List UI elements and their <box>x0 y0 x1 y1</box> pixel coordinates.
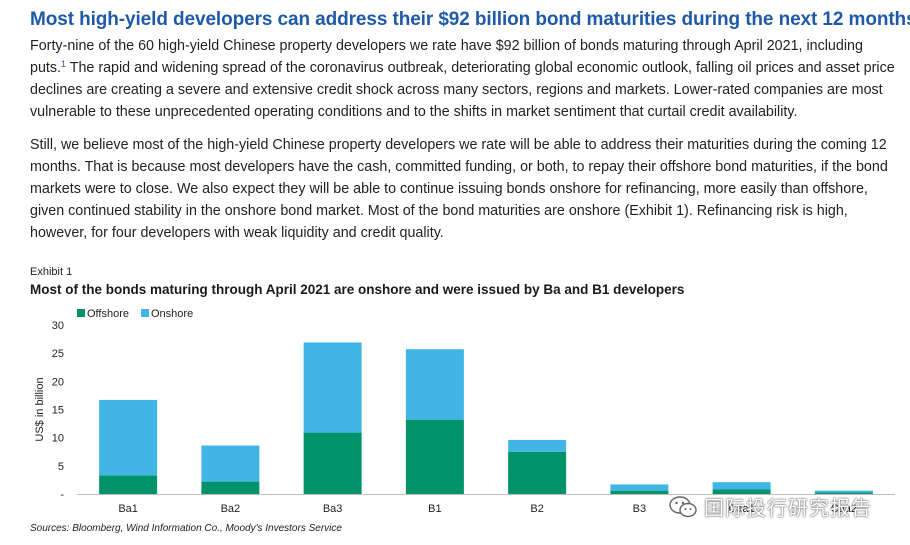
y-tick-label: 30 <box>52 320 64 332</box>
bar-onshore-b2 <box>508 439 567 452</box>
page-headline: Most high-yield developers can address t… <box>30 9 910 30</box>
x-tick-label: Ba1 <box>118 503 138 515</box>
bar-onshore-ba2 <box>201 445 260 482</box>
x-tick-label: Ba3 <box>323 503 343 515</box>
wechat-icon <box>669 495 697 517</box>
legend-swatch-onshore <box>141 309 149 317</box>
bar-onshore-ba3 <box>303 342 362 433</box>
watermark-text: 国际投行研究报告 <box>704 498 872 520</box>
x-tick-label: B1 <box>428 503 441 515</box>
paragraph-1-text: Forty-nine of the 60 high-yield Chinese … <box>30 38 863 76</box>
legend-swatch-offshore <box>77 309 85 317</box>
bar-offshore-b1 <box>405 419 464 494</box>
y-tick-label: - <box>60 489 64 501</box>
y-tick-label: 20 <box>52 376 64 388</box>
paragraph-2: Still, we believe most of the high-yield… <box>30 137 888 241</box>
watermark: 国际投行研究报告 <box>668 492 872 521</box>
bar-offshore-b3 <box>610 490 669 494</box>
x-tick-label: Ba2 <box>221 503 241 515</box>
bar-offshore-caa1 <box>712 489 771 494</box>
bar-onshore-ba1 <box>99 399 158 476</box>
legend-label-offshore: Offshore <box>87 308 129 320</box>
footnote-marker[interactable]: 1 <box>61 59 67 69</box>
paragraph-1: Forty-nine of the 60 high-yield Chinese … <box>30 35 895 123</box>
bar-onshore-caa1 <box>712 482 771 490</box>
y-tick-label: 15 <box>52 405 64 417</box>
legend-label-onshore: Onshore <box>151 308 193 320</box>
bar-onshore-caa2 <box>814 490 873 493</box>
exhibit-label: Exhibit 1 <box>30 266 73 278</box>
x-tick-label: B3 <box>633 503 646 515</box>
bar-onshore-b1 <box>405 349 464 420</box>
y-tick-label: 5 <box>58 461 64 473</box>
bar-offshore-caa2 <box>814 492 873 494</box>
source-note: Sources: Bloomberg, Wind Information Co.… <box>30 523 342 534</box>
x-tick-label: B2 <box>530 503 543 515</box>
x-tick-label: Caa2 <box>831 503 857 515</box>
bar-offshore-ba2 <box>201 481 260 494</box>
bar-offshore-b2 <box>508 451 567 494</box>
y-tick-label: 25 <box>52 348 64 360</box>
y-tick-label: 10 <box>52 433 64 445</box>
bar-onshore-b3 <box>610 484 669 491</box>
chart-title: Most of the bonds maturing through April… <box>30 282 685 297</box>
bar-offshore-ba1 <box>99 475 158 494</box>
x-tick-label: Caa1 <box>728 503 754 515</box>
bar-offshore-ba3 <box>303 432 362 494</box>
paragraph-1-text-continued: The rapid and widening spread of the cor… <box>30 60 895 120</box>
y-axis-label: US$ in billion <box>34 377 46 441</box>
